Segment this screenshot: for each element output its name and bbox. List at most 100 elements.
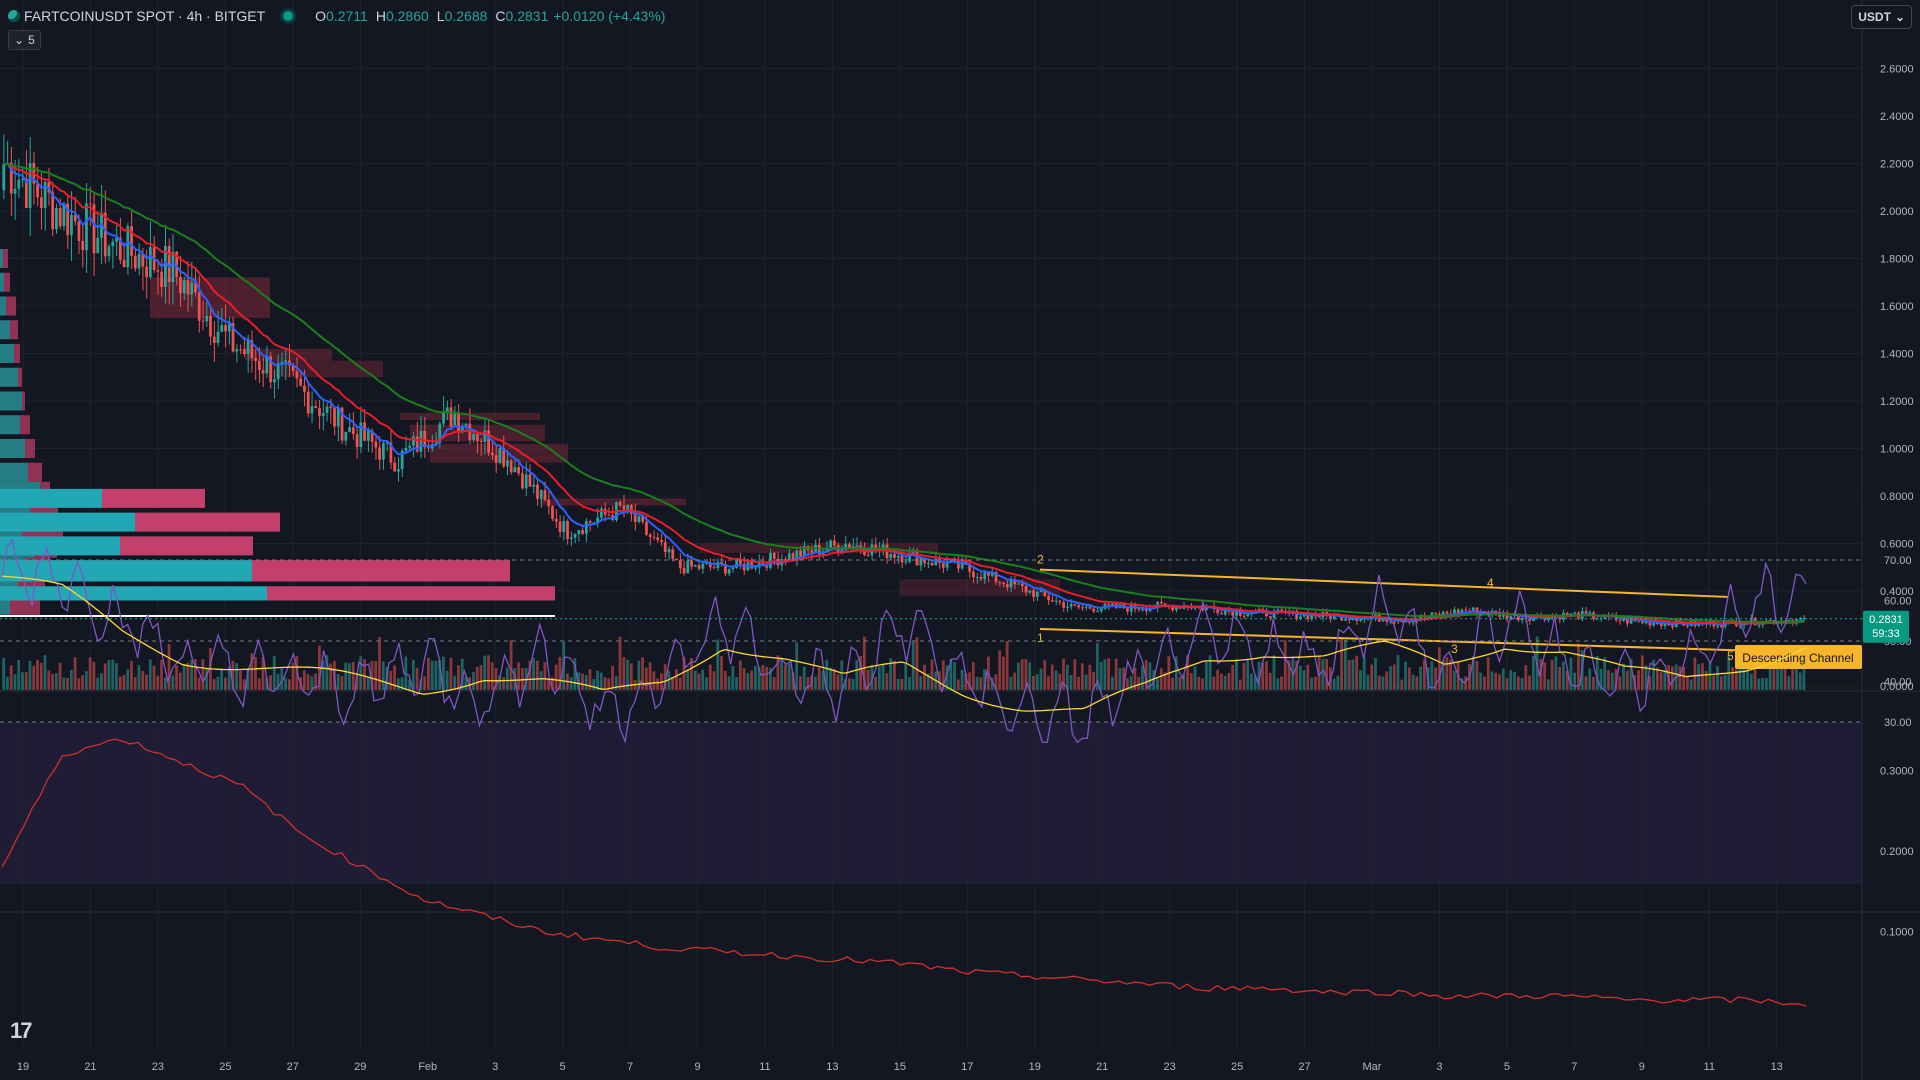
volume-bar <box>1009 676 1013 690</box>
volume-bar <box>904 663 908 690</box>
volume-bar <box>340 676 344 690</box>
volume-bar <box>423 676 426 690</box>
volume-bar <box>622 657 626 690</box>
descending-channel[interactable]: 1 2 3 4 5 Descending Channel <box>1037 552 1862 669</box>
currency-select[interactable]: USDT ⌄ <box>1851 5 1912 29</box>
candle-body <box>1039 590 1043 592</box>
candle-body <box>70 214 73 236</box>
volume-bar <box>133 677 137 690</box>
candle-body <box>1471 607 1475 611</box>
volume-bar <box>1498 674 1501 690</box>
price-tick-label: 1.0000 <box>1880 444 1914 456</box>
candle-body <box>9 162 13 194</box>
candle-body <box>141 253 145 267</box>
volume-bar <box>1137 676 1141 690</box>
candle-body <box>1216 608 1220 614</box>
volume-bar <box>1073 659 1077 690</box>
bar-countdown: 59:33 <box>1872 628 1900 640</box>
volume-bar <box>1719 676 1723 690</box>
time-tick-label: 5 <box>1504 1061 1510 1073</box>
candle-body <box>1584 611 1588 614</box>
candle-body <box>502 448 506 467</box>
volume-bar <box>836 674 840 690</box>
volume-bar <box>1325 659 1328 690</box>
candle-body <box>1505 612 1509 619</box>
candle-body <box>118 237 122 260</box>
volume-bar <box>941 660 945 690</box>
time-tick-label: 29 <box>354 1061 366 1073</box>
candle-body <box>299 378 303 386</box>
volume-bar <box>930 659 934 690</box>
volume-bar <box>287 679 291 690</box>
volume-bar <box>1558 666 1562 690</box>
candle-body <box>370 430 374 442</box>
volume-profile-up <box>0 367 18 387</box>
volume-bar <box>197 677 201 690</box>
volume-bar <box>799 676 802 690</box>
volume-bar <box>1178 676 1182 690</box>
candle-body <box>88 203 92 205</box>
volume-bar <box>1486 657 1490 690</box>
volume-bar <box>389 670 393 690</box>
time-tick-label: 7 <box>627 1061 633 1073</box>
volume-bar <box>757 667 761 690</box>
volume-bar <box>1614 668 1618 690</box>
volume-bar <box>708 664 712 690</box>
volume-bar <box>900 678 904 690</box>
candle-body <box>908 553 911 562</box>
candle-body <box>641 516 645 522</box>
candle-body <box>1445 611 1449 614</box>
candle-body <box>712 567 716 569</box>
close-label: C <box>495 8 506 24</box>
volume-bar <box>806 677 810 690</box>
volume-bar <box>945 665 949 690</box>
volume-bar <box>1772 655 1776 690</box>
candle-body <box>13 188 17 194</box>
candle-body <box>682 568 686 574</box>
candle-body <box>1261 609 1265 611</box>
candle-body <box>36 183 39 198</box>
volume-profile-down <box>25 439 35 458</box>
candle-body <box>599 508 603 518</box>
volume-bar <box>21 672 24 690</box>
candle-body <box>795 550 799 560</box>
volume-bar <box>1377 675 1381 690</box>
volume-bar <box>1607 669 1610 690</box>
volume-bar <box>400 677 404 690</box>
volume-bar <box>678 677 682 690</box>
price-axis[interactable]: 2.6000 2.4000 2.2000 2.0000 1.8000 1.6000 1.40… <box>1880 64 1914 939</box>
candle-body <box>171 251 175 283</box>
volume-bar <box>66 678 69 690</box>
chevron-down-icon: ⌄ <box>14 33 25 47</box>
volume-bar <box>915 637 919 690</box>
candle-body <box>479 440 483 443</box>
indicator-tick-label: 0.1000 <box>1880 927 1914 939</box>
volume-bar <box>344 662 348 690</box>
candle-body <box>1043 590 1047 596</box>
volume-bar <box>1359 670 1362 690</box>
legend-header: FARTCOINUSDT SPOT · 4h · BITGET O 0.2711 … <box>8 6 665 26</box>
volume-bar <box>1434 667 1437 690</box>
candle-body <box>896 555 900 558</box>
volume-bar <box>1283 640 1287 690</box>
candle-body <box>389 442 393 463</box>
volume-profile-up <box>0 462 28 482</box>
candle-body <box>626 504 630 510</box>
symbol-logo-icon <box>8 10 20 22</box>
volume-bar <box>1671 666 1674 690</box>
candle-body <box>1175 605 1178 611</box>
symbol-title[interactable]: FARTCOINUSDT SPOT · 4h · BITGET <box>24 8 266 24</box>
volume-bar <box>276 673 280 690</box>
time-axis[interactable]: 19 21 23 25 27 29 Feb 3 5 7 9 11 13 15 17 19 21 23 25 27 Mar… <box>17 1061 1783 1073</box>
moving-averages <box>3 162 1805 626</box>
indicators-toggle-button[interactable]: ⌄ 5 <box>8 30 41 50</box>
volume-bar <box>727 676 731 690</box>
candle-body <box>160 271 164 287</box>
volume-bar <box>1592 677 1595 690</box>
candle-body <box>1242 615 1246 617</box>
candle-body <box>791 553 795 560</box>
volume-bar <box>626 659 629 690</box>
volume-bar <box>614 676 618 690</box>
volume-bar <box>551 677 554 690</box>
